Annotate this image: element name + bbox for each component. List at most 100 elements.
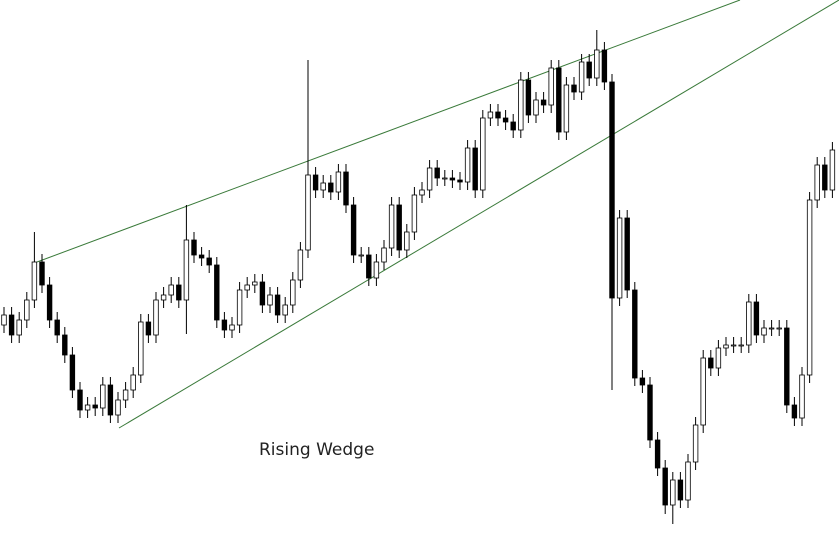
candle-body	[312, 174, 319, 191]
candle-body	[373, 261, 380, 279]
candle-body	[214, 264, 220, 321]
candle-body	[434, 167, 440, 179]
candle-body	[54, 319, 60, 336]
candle-body	[267, 294, 273, 306]
candle-body	[229, 324, 235, 331]
candle-body	[616, 217, 623, 299]
candle-body	[366, 254, 372, 279]
candle-body	[791, 404, 798, 419]
candle-body	[487, 111, 494, 119]
candle-body	[252, 281, 258, 286]
candle-body	[624, 217, 630, 291]
candle-body	[320, 182, 326, 191]
candle-body	[350, 204, 357, 256]
candle-body	[670, 479, 676, 506]
candle-body	[761, 327, 767, 336]
candle-body	[282, 304, 288, 316]
candle-body	[404, 231, 410, 251]
candle-body	[343, 171, 349, 206]
candle-body	[586, 61, 592, 79]
candle-body	[107, 384, 114, 416]
candle-body	[16, 319, 22, 336]
candle-body	[138, 321, 144, 376]
candle-body	[700, 357, 706, 426]
candle-body	[548, 67, 554, 106]
candle-body	[31, 261, 38, 301]
candle-body	[464, 147, 471, 183]
candle-body	[814, 164, 820, 201]
candle-body	[46, 284, 53, 321]
candle-body	[328, 182, 334, 193]
candle-body	[571, 84, 577, 93]
candle-body	[115, 399, 121, 416]
candle-body	[206, 257, 212, 266]
candle-body	[457, 179, 463, 183]
candle-body	[84, 404, 91, 411]
candle-body	[145, 321, 152, 336]
candle-body	[502, 117, 509, 123]
candle-body	[305, 174, 311, 251]
candle-body	[388, 204, 395, 249]
candle-body	[1, 314, 7, 326]
candle-body	[632, 289, 638, 379]
candle-body	[69, 354, 76, 391]
candle-body	[358, 254, 364, 257]
candle-body	[183, 239, 190, 301]
candle-body	[784, 327, 790, 406]
candle-body	[495, 111, 501, 119]
candle-body	[510, 121, 516, 131]
candle-body	[639, 377, 646, 386]
candle-body	[601, 49, 608, 83]
candle-body	[290, 279, 296, 306]
candle-body	[259, 281, 266, 306]
candle-body	[776, 327, 782, 330]
candle-body	[730, 344, 737, 347]
candle-body	[191, 239, 197, 256]
candle-body	[480, 117, 486, 191]
candle-body	[692, 424, 699, 463]
candle-body	[525, 79, 532, 116]
candle-body	[39, 261, 45, 286]
candle-body	[647, 384, 653, 441]
candle-body	[518, 79, 524, 131]
candle-body	[426, 167, 433, 191]
candle-body	[472, 147, 478, 191]
candle-body	[677, 479, 684, 501]
candle-body	[77, 389, 83, 411]
candle-body	[221, 319, 228, 331]
candle-body	[130, 374, 136, 391]
candle-body	[715, 347, 722, 369]
candle-body	[381, 247, 387, 263]
candle-body	[768, 327, 775, 330]
candle-body	[822, 164, 828, 191]
candle-body	[236, 289, 243, 326]
wedge-upper-line	[36, 0, 741, 263]
candle-body	[8, 314, 15, 336]
candles	[1, 30, 836, 524]
candle-body	[396, 204, 402, 251]
candle-body	[738, 344, 744, 347]
candle-body	[153, 299, 159, 336]
candle-body	[685, 461, 691, 501]
candle-body	[540, 99, 547, 106]
candle-body	[442, 177, 448, 180]
candle-body	[411, 194, 418, 233]
chart-title: Rising Wedge	[259, 440, 374, 460]
candle-body	[335, 171, 342, 193]
candle-body	[829, 149, 836, 191]
candle-body	[662, 467, 668, 506]
candle-body	[746, 301, 752, 346]
candle-body	[92, 404, 98, 409]
candle-body	[62, 334, 68, 356]
candle-body	[198, 254, 205, 259]
candle-body	[449, 177, 456, 181]
candle-body	[176, 284, 182, 301]
wedge-lower-line	[118, 0, 839, 429]
candle-body	[806, 199, 813, 376]
candle-body	[160, 294, 167, 301]
candle-body	[578, 61, 585, 93]
candle-body	[556, 67, 562, 133]
candle-body	[100, 384, 106, 409]
